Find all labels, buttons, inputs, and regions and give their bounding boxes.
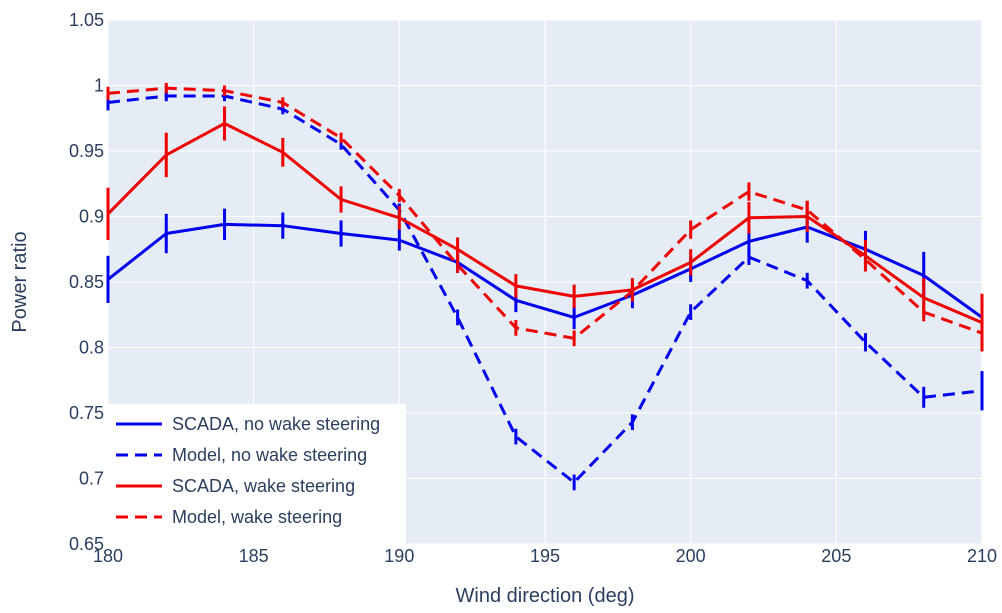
axis-layer: 180 185 190 195 200 205 210 0.65 0.7 0.75 0.8 0.85 0… (69, 10, 997, 566)
series-layer (106, 86, 983, 484)
legend: SCADA, no wake steering Model, no wake st… (108, 404, 406, 544)
y-tick-label: 1.05 (69, 10, 104, 30)
x-tick-label: 200 (676, 546, 706, 566)
y-tick-label: 0.95 (69, 141, 104, 161)
x-tick-label: 205 (821, 546, 851, 566)
legend-label: SCADA, wake steering (172, 476, 355, 496)
y-tick-label: 0.65 (69, 534, 104, 554)
x-tick-label: 195 (530, 546, 560, 566)
y-axis-title: Power ratio (9, 231, 31, 332)
y-tick-label: 0.8 (79, 338, 104, 358)
series-line (107, 86, 983, 340)
x-tick-label: 190 (384, 546, 414, 566)
y-tick-label: 0.85 (69, 272, 104, 292)
y-tick-label: 0.75 (69, 403, 104, 423)
series-line (106, 122, 983, 324)
legend-background (108, 404, 406, 544)
legend-label: Model, no wake steering (172, 445, 367, 465)
legend-label: SCADA, no wake steering (172, 414, 380, 434)
y-tick-label: 0.9 (79, 207, 104, 227)
series-line (107, 222, 983, 319)
x-tick-label: 180 (93, 546, 123, 566)
y-tick-label: 1 (94, 76, 104, 96)
x-tick-label: 185 (239, 546, 269, 566)
x-tick-label: 210 (967, 546, 997, 566)
y-tick-label: 0.7 (79, 469, 104, 489)
x-axis-title: Wind direction (deg) (456, 585, 635, 607)
error-bar-layer (106, 82, 984, 491)
legend-label: Model, wake steering (172, 507, 342, 527)
series-line (107, 94, 983, 484)
